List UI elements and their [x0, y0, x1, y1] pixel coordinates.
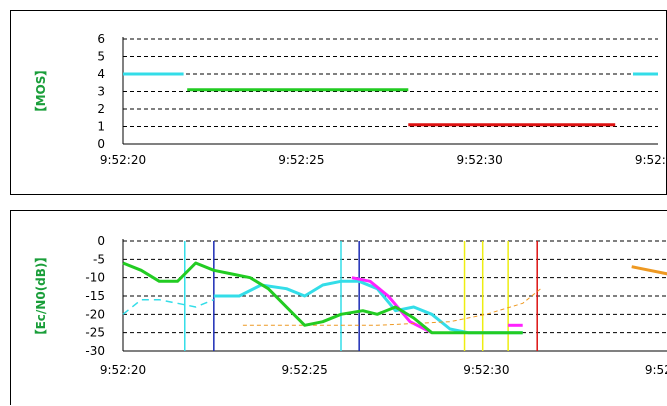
ecn0-y-tick-label: -30	[85, 344, 105, 358]
mos-x-tick-label: 9:52:20	[100, 153, 146, 167]
ecn0-series-line	[213, 279, 523, 335]
ecn0-y-axis-label: 【Ec/N0(dB)】	[33, 251, 48, 342]
ecn0-y-tick-label: -25	[85, 326, 105, 340]
mos-y-tick-label: 0	[97, 137, 105, 151]
ecn0-y-tick-label: -15	[85, 289, 105, 303]
ecn0-y-tick-label: 0	[97, 234, 105, 248]
ecn0-series-line	[122, 298, 215, 315]
mos-y-tick-label: 5	[97, 50, 105, 64]
ecn0-chart: 【Ec/N0(dB)】 0 -5 -10 -15 -20 -25 -30 9:52:20 9:52…	[33, 234, 667, 377]
mos-x-tick-label: 9:52:25	[278, 153, 324, 167]
ecn0-x-tick-label: 9:52:20	[100, 363, 146, 377]
mos-x-tick-label: 9:52:30	[457, 153, 503, 167]
ecn0-series-line	[242, 288, 542, 326]
mos-chart: 【MOS】 0 1 2 3 4 5 6 9:52:20 9:52:25 9:52:30 9:52:35	[33, 32, 667, 167]
ecn0-series-line	[631, 265, 667, 276]
ecn0-series-line	[351, 276, 433, 335]
mos-y-tick-label: 2	[97, 102, 105, 116]
mos-chart-panel: 【MOS】 0 1 2 3 4 5 6 9:52:20 9:52:25 9:52:30 9:52:35	[10, 10, 667, 195]
ecn0-x-tick-label: 9:52:30	[463, 363, 509, 377]
mos-y-tick-label: 1	[97, 120, 105, 134]
mos-y-tick-label: 6	[97, 32, 105, 46]
mos-x-tick-label: 9:52:35	[635, 153, 667, 167]
mos-y-tick-label: 4	[97, 67, 105, 81]
ecn0-y-tick-label: -5	[93, 252, 105, 266]
ecn0-y-tick-label: -10	[85, 271, 105, 285]
ecn0-chart-panel: 【Ec/N0(dB)】 0 -5 -10 -15 -20 -25 -30 9:52:20 9:52…	[10, 210, 667, 405]
mos-y-tick-label: 3	[97, 85, 105, 99]
ecn0-x-tick-label: 9:52:35	[645, 363, 667, 377]
ecn0-y-tick-label: -20	[85, 307, 105, 321]
ecn0-series-line	[122, 261, 523, 335]
ecn0-x-tick-label: 9:52:25	[282, 363, 328, 377]
mos-y-axis-label: 【MOS】	[33, 64, 48, 119]
